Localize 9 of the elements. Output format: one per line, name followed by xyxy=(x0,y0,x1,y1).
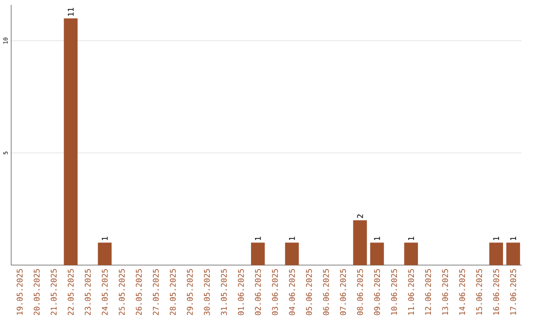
bar xyxy=(251,242,265,266)
bar xyxy=(489,242,504,266)
bar xyxy=(353,220,367,266)
bar xyxy=(506,242,520,266)
bar xyxy=(64,18,78,266)
bar xyxy=(404,242,418,266)
bar xyxy=(285,242,299,266)
bar xyxy=(98,242,112,266)
bar xyxy=(370,242,384,266)
